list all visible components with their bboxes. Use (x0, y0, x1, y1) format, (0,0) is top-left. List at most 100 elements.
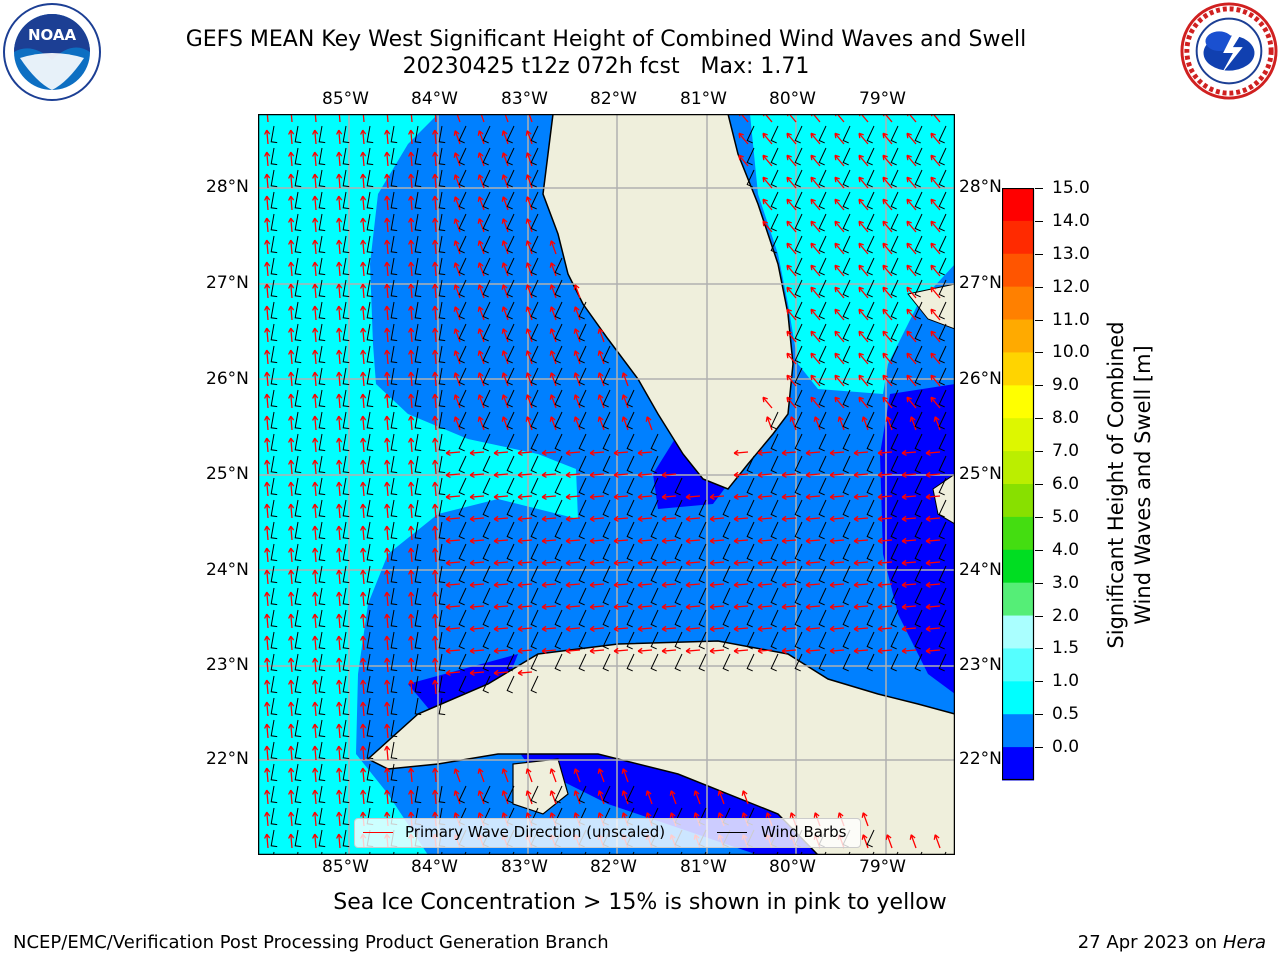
wind-barb (890, 565, 899, 584)
wind-barb (294, 213, 302, 232)
wave-arrow (408, 481, 415, 497)
wave-arrow (597, 328, 605, 343)
wave-arrow (453, 768, 461, 783)
wind-barb (794, 653, 803, 672)
wind-barbs (270, 125, 947, 855)
wave-arrow (264, 723, 271, 739)
wind-barb (746, 125, 755, 144)
wave-arrow (661, 625, 677, 632)
wave-arrow (762, 220, 773, 233)
wave-arrow (525, 768, 533, 783)
wind-barb (578, 301, 587, 320)
wind-barb (482, 147, 491, 166)
wind-barb (578, 411, 587, 430)
wind-barb (914, 565, 923, 584)
wave-arrow (384, 767, 391, 783)
wave-arrow (264, 393, 271, 409)
wave-arrow (573, 372, 581, 387)
wave-arrow (312, 767, 319, 783)
colorbar-tick-mark (1035, 418, 1043, 420)
wave-arrow (288, 173, 295, 189)
wind-barb (270, 609, 278, 628)
wind-barb (818, 411, 827, 430)
wave-arrow (762, 396, 773, 409)
wind-barb (938, 455, 947, 474)
wave-arrow (901, 449, 917, 456)
wind-barb (866, 477, 875, 496)
wind-barb (366, 169, 374, 188)
wave-arrow (549, 306, 557, 321)
wave-arrow (882, 352, 893, 365)
wave-arrow (786, 198, 797, 211)
wave-arrow (408, 195, 415, 211)
wind-barb (438, 367, 446, 386)
wind-barb (938, 411, 947, 430)
wave-arrow (906, 330, 917, 343)
map-frame (258, 114, 955, 855)
wave-arrow (408, 217, 415, 233)
wind-barb (366, 653, 374, 672)
wind-barb (342, 675, 350, 694)
wave-arrow (312, 261, 319, 277)
wave-arrow (517, 669, 533, 676)
wave-arrow (469, 669, 485, 676)
wave-arrow (384, 261, 391, 277)
wind-barb (506, 367, 515, 386)
wave-arrow (834, 220, 845, 233)
wave-arrow (834, 198, 845, 211)
wind-barb (318, 653, 326, 672)
wave-arrow (445, 449, 461, 456)
wind-barb (438, 609, 446, 628)
colorbar-tick-mark (1035, 714, 1043, 716)
wind-barb (530, 565, 539, 584)
wave-arrow (336, 745, 343, 761)
wind-barb (650, 543, 659, 562)
wave-arrow (613, 559, 629, 566)
colorbar-tick: 1.5 (1052, 638, 1080, 659)
colorbar-tick-mark (1035, 451, 1043, 453)
wave-arrow (882, 154, 893, 167)
wave-arrow (477, 174, 485, 189)
wind-barb (342, 323, 350, 342)
wave-arrow (805, 471, 821, 478)
wave-arrow (264, 371, 271, 387)
wave-arrow (805, 581, 821, 588)
wave-arrow (541, 471, 557, 478)
wave-arrow (925, 625, 941, 632)
wave-arrow (549, 768, 557, 783)
wind-barb (390, 763, 398, 782)
wave-arrow (517, 625, 533, 632)
wind-barb (602, 521, 611, 540)
wave-arrow (829, 625, 845, 632)
wave-arrow (408, 437, 415, 453)
wave-arrow (360, 327, 367, 343)
wind-barb (506, 301, 515, 320)
wave-arrow (565, 515, 581, 522)
wave-arrow (453, 394, 461, 409)
wave-arrow (810, 396, 821, 409)
wind-barb (914, 609, 923, 628)
wave-arrow (589, 581, 605, 588)
wind-barb (414, 389, 422, 408)
wave-arrow (589, 537, 605, 544)
wind-barb (866, 609, 875, 628)
wind-barb (674, 477, 683, 496)
wind-barb (554, 653, 563, 672)
wind-barb (438, 521, 446, 540)
wave-arrow (837, 416, 845, 431)
wave-arrow (786, 308, 797, 321)
wind-barb (818, 257, 827, 276)
wave-arrow (858, 132, 869, 145)
wind-barb (366, 631, 374, 650)
wind-barb (438, 125, 446, 144)
wind-barb (866, 829, 875, 848)
wind-barb (438, 389, 446, 408)
wind-barb (342, 411, 350, 430)
wind-barb (698, 499, 707, 518)
wind-barb (294, 301, 302, 320)
colorbar-tick: 6.0 (1052, 474, 1080, 494)
wave-arrow (781, 603, 797, 610)
lat-label-left-22n: 22°N (206, 749, 249, 769)
wind-barb (794, 345, 803, 364)
wind-barb (294, 367, 302, 386)
